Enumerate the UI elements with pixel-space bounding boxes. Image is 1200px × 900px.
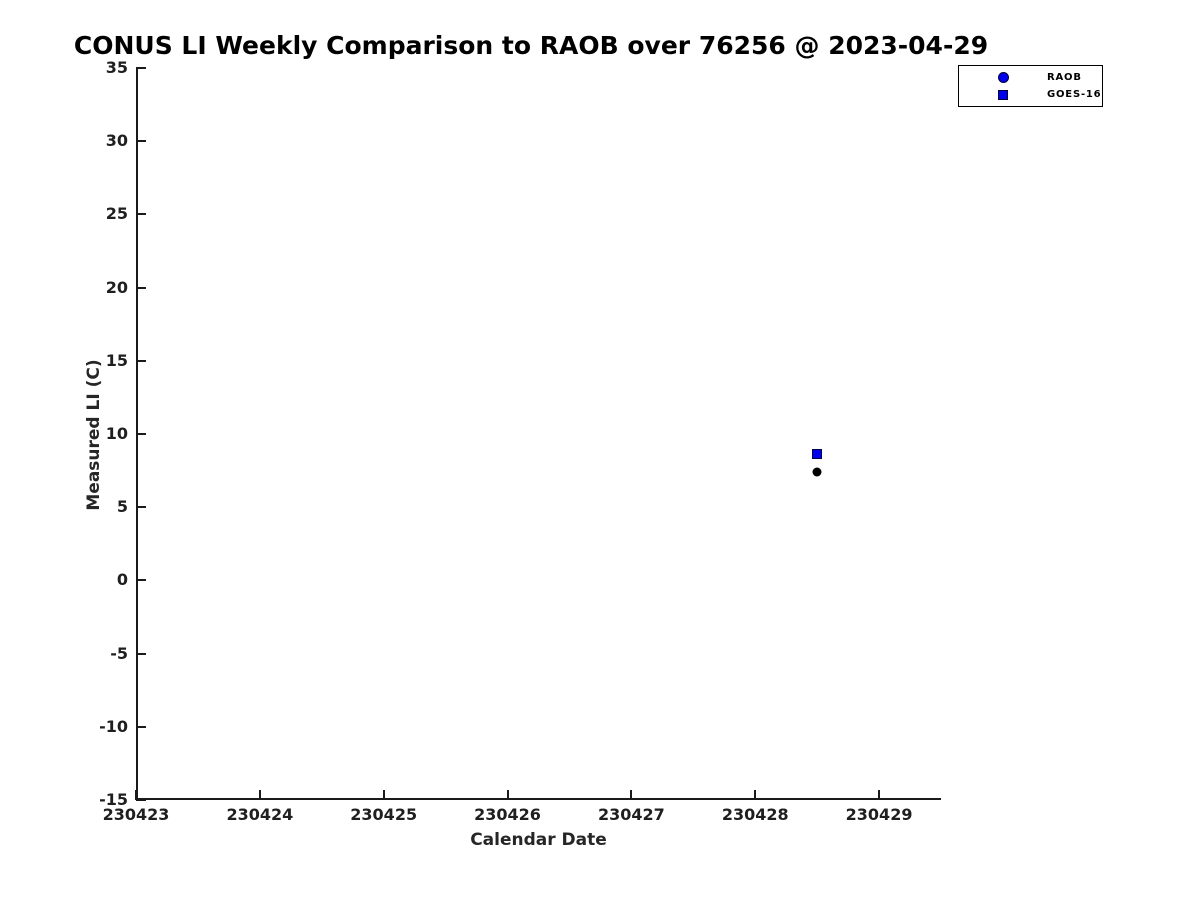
y-tick-mark [136,286,146,289]
x-tick-mark [878,790,881,800]
y-tick-label: -15 [99,790,128,809]
y-tick-label: 0 [116,570,128,590]
y-axis-label: Measured LI (C) [84,359,104,511]
x-tick-mark [382,790,385,800]
data-point-raob [812,467,822,477]
x-tick-label: 230425 [350,805,418,824]
legend: RAOB GOES-16 [958,65,1103,107]
y-tick-mark [136,799,146,801]
x-tick-label: 230427 [597,805,665,824]
legend-label-goes-16: GOES-16 [1047,89,1102,100]
chart-title: CONUS LI Weekly Comparison to RAOB over … [73,31,989,60]
x-tick-mark [135,790,137,800]
legend-label-raob: RAOB [1047,72,1082,83]
x-tick-label: 230424 [226,805,294,824]
x-tick-mark [754,790,757,800]
y-tick-label: 5 [116,497,128,517]
y-tick-label: 20 [105,277,128,297]
y-tick-label: 30 [105,131,128,151]
legend-row-raob: RAOB [959,69,1102,86]
y-tick-label: -5 [110,643,128,663]
x-tick-mark [630,790,633,800]
x-tick-mark [258,790,261,800]
y-tick-mark [136,579,146,582]
y-tick-label: 35 [105,58,128,77]
x-tick-label: 230428 [721,805,789,824]
legend-marker-cell [959,89,1047,100]
x-tick-label: 230423 [102,805,170,824]
y-tick-label: -10 [99,716,128,736]
x-axis-label: Calendar Date [470,830,607,850]
data-point-goes-16 [812,449,823,460]
x-tick-mark [506,790,509,800]
y-tick-mark [136,725,146,728]
y-tick-mark [136,213,146,216]
plot-area [136,68,941,800]
y-tick-label: 10 [105,424,128,443]
y-tick-label: 15 [105,350,128,370]
x-tick-label: 230426 [474,805,541,824]
y-tick-mark [136,433,146,435]
raob-circle-marker-icon [997,72,1009,83]
y-tick-mark [136,652,146,655]
x-tick-label: 230429 [845,805,913,824]
y-tick-mark [136,67,146,69]
legend-row-goes-16: GOES-16 [959,86,1102,103]
y-tick-mark [136,506,146,509]
y-tick-mark [136,140,146,143]
legend-marker-cell [959,72,1047,83]
y-tick-label: 25 [105,204,128,224]
y-tick-mark [136,359,146,362]
goes-16-square-marker-icon [998,89,1008,100]
